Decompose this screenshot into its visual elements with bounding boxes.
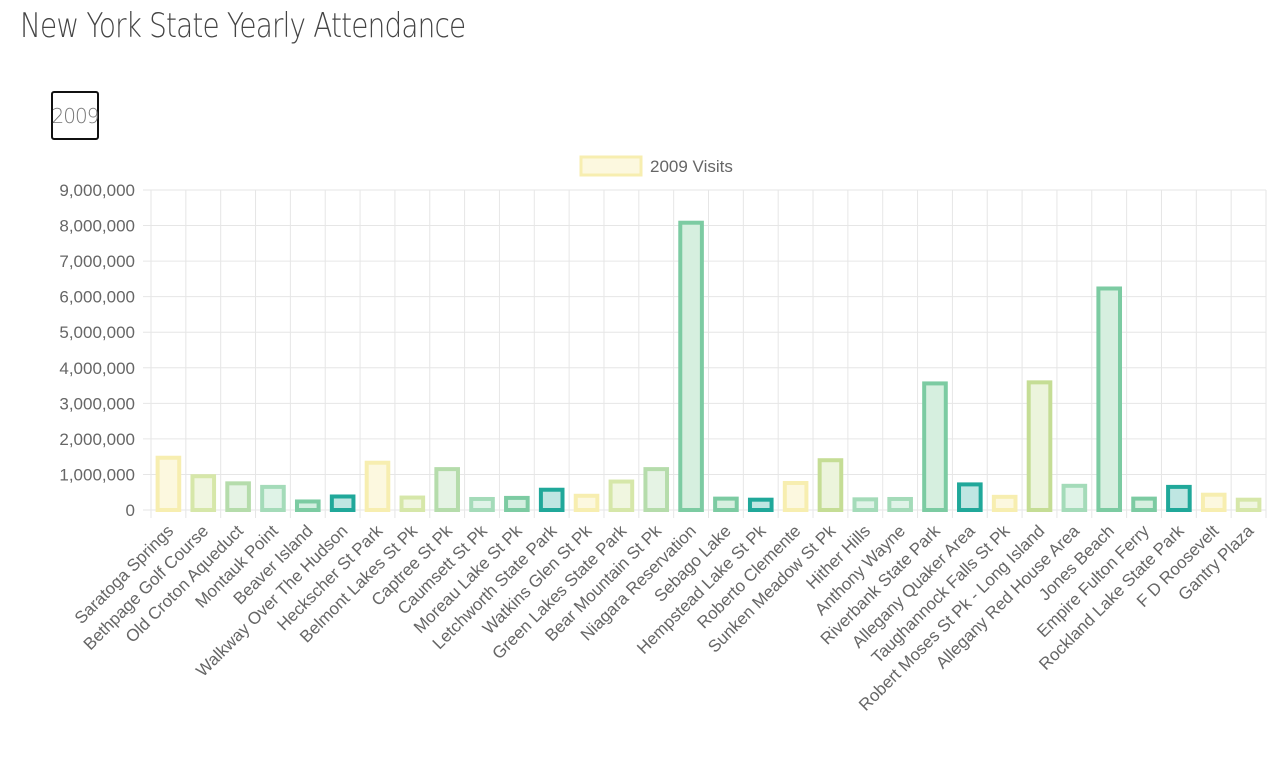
chart-container: 2009 Visits 0 1,000,000 2,000,000 3,000,000…: [0, 150, 1276, 764]
bar[interactable]: [817, 458, 844, 513]
y-tick-label: 0: [126, 501, 135, 520]
bar[interactable]: [1026, 380, 1053, 513]
chart-legend[interactable]: 2009 Visits: [579, 155, 733, 177]
y-tick-label: 9,000,000: [59, 181, 135, 200]
bar[interactable]: [573, 493, 600, 512]
bar[interactable]: [887, 496, 913, 513]
y-tick-label: 2,000,000: [59, 430, 135, 449]
bar[interactable]: [155, 455, 182, 513]
bar[interactable]: [747, 497, 774, 513]
bar[interactable]: [678, 220, 704, 512]
bar[interactable]: [225, 481, 251, 513]
legend-swatch: [579, 155, 643, 177]
year-selector[interactable]: 2009: [51, 91, 99, 140]
bar[interactable]: [957, 482, 983, 512]
y-tick-label: 7,000,000: [59, 252, 135, 271]
legend-label: 2009 Visits: [650, 157, 733, 176]
grid-lines: [143, 189, 1267, 518]
y-tick-label: 1,000,000: [59, 465, 135, 484]
bar[interactable]: [713, 496, 739, 513]
bar[interactable]: [434, 467, 460, 513]
bar[interactable]: [1166, 484, 1192, 512]
bar[interactable]: [1200, 492, 1227, 513]
bar[interactable]: [852, 497, 879, 513]
bar[interactable]: [399, 495, 426, 512]
bar[interactable]: [329, 494, 356, 513]
bar[interactable]: [1131, 496, 1157, 513]
bar[interactable]: [1061, 483, 1088, 513]
y-tick-label: 5,000,000: [59, 323, 135, 342]
y-tick-label: 3,000,000: [59, 394, 135, 413]
bar[interactable]: [608, 479, 635, 512]
bar[interactable]: [782, 480, 809, 513]
bar[interactable]: [294, 499, 321, 513]
y-tick-label: 6,000,000: [59, 288, 135, 307]
bar[interactable]: [1235, 497, 1262, 513]
bar[interactable]: [364, 460, 391, 513]
attendance-bar-chart: 2009 Visits 0 1,000,000 2,000,000 3,000,000…: [59, 155, 1267, 715]
bar[interactable]: [538, 487, 565, 513]
bar[interactable]: [922, 381, 948, 512]
bar[interactable]: [260, 484, 286, 512]
bar[interactable]: [991, 494, 1018, 513]
bars: [155, 220, 1262, 513]
page-title: New York State Yearly Attendance: [20, 6, 466, 46]
bar[interactable]: [190, 474, 217, 513]
bar[interactable]: [1096, 286, 1123, 512]
bar[interactable]: [469, 496, 495, 513]
y-axis: 0 1,000,000 2,000,000 3,000,000 4,000,000 5,0…: [59, 181, 135, 520]
bar[interactable]: [643, 467, 670, 513]
bar[interactable]: [504, 495, 530, 512]
y-tick-label: 4,000,000: [59, 359, 135, 378]
y-tick-label: 8,000,000: [59, 217, 135, 236]
